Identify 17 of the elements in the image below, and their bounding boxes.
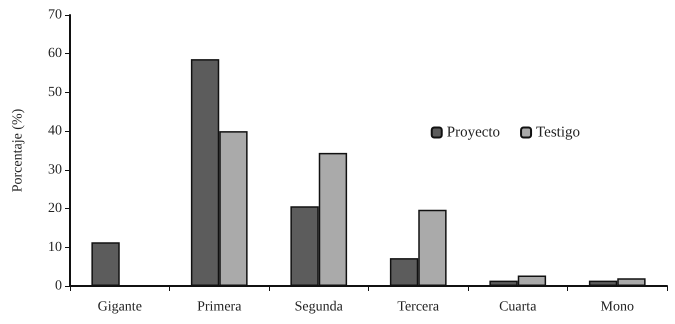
y-tick-label: 0: [55, 278, 62, 294]
y-tick-label: 50: [48, 84, 62, 100]
y-tick-label: 20: [48, 201, 62, 216]
legend-label: Proyecto: [446, 124, 500, 140]
x-tick-label: Primera: [197, 300, 242, 314]
y-axis-title: Porcentaje (%): [10, 108, 26, 192]
x-tick-label: Mono: [600, 300, 634, 314]
y-tick-label: 60: [48, 46, 62, 62]
y-tick-label: 30: [48, 162, 62, 178]
y-tick-label: 40: [48, 124, 62, 139]
y-tick-label: 70: [48, 8, 62, 22]
x-tick-label: Tercera: [397, 300, 440, 314]
x-tick-label: Gigante: [98, 300, 142, 314]
legend-label: Testigo: [536, 124, 580, 140]
x-tick-label: Segunda: [294, 300, 344, 314]
x-tick-label: Cuarta: [499, 300, 538, 314]
y-tick-label: 10: [48, 240, 62, 255]
